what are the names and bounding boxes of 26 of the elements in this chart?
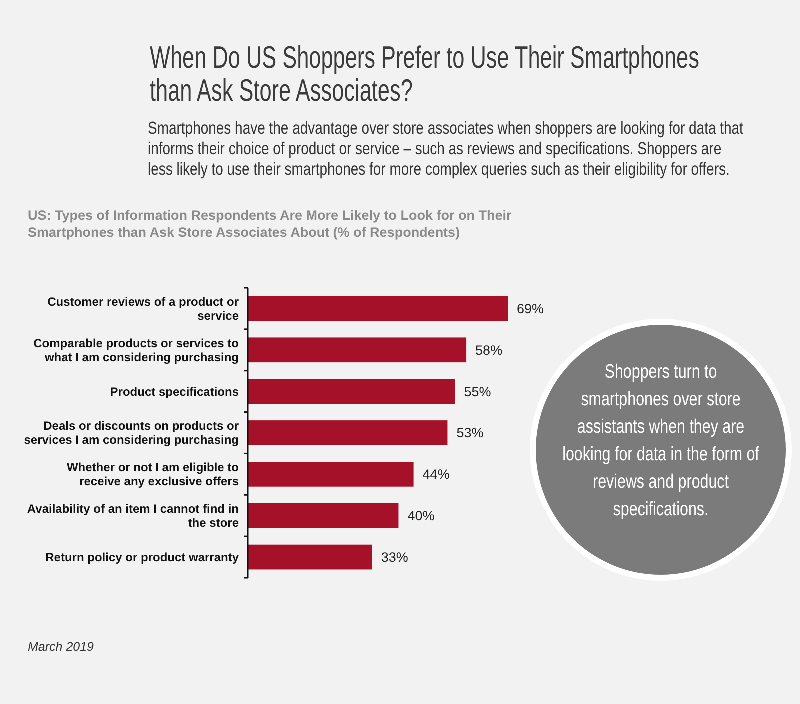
y-tick-label: Return policy or product warranty <box>46 550 240 564</box>
text: US: Types of Information Respondents Are More Likely to Look for on Their Smartphones than Ask Store Associates About (% of Respondents) <box>28 208 513 240</box>
y-tick-label: Whether or not I am eligible to receive any exclusive offers <box>66 460 240 489</box>
y-tick-label: Comparable products or services to what I am considering purchasing <box>34 336 239 364</box>
bar <box>248 462 414 487</box>
bar <box>248 544 372 570</box>
chart-subtitle: Smartphones have the advantage over store associates when shoppers are looking for data that informs their choice of product or service – such as reviews and specifications. Shoppers are less likely to use their smartphones for more complex queries such as their eligibility for offers. <box>148 120 744 180</box>
data-label: 44% <box>422 467 450 482</box>
y-tick-label: Availability of an item I cannot find in the store <box>27 502 240 530</box>
chart-title: When Do US Shoppers Prefer to Use Their Smartphones than Ask Store Associates? <box>150 40 700 108</box>
data-label: 53% <box>456 426 484 441</box>
y-tick-label: Deals or discounts on products or services I am considering purchasing <box>24 419 240 448</box>
text: March 2019 <box>28 640 94 654</box>
text: Shoppers turn to smartphones over store assistants when they are looking for data in the form of reviews and product specifications. <box>562 360 760 520</box>
y-tick-label: Customer reviews of a product or service <box>48 294 240 323</box>
bar <box>248 503 399 528</box>
data-label: 55% <box>464 384 492 400</box>
data-label: 58% <box>476 342 503 358</box>
bar <box>248 379 456 404</box>
bar <box>248 296 508 322</box>
y-tick-label: Product specifications <box>110 384 240 399</box>
data-label: 69% <box>517 301 544 316</box>
data-label: 33% <box>381 550 408 566</box>
bar <box>248 338 467 363</box>
bar <box>248 420 448 446</box>
data-label: 40% <box>408 508 435 524</box>
